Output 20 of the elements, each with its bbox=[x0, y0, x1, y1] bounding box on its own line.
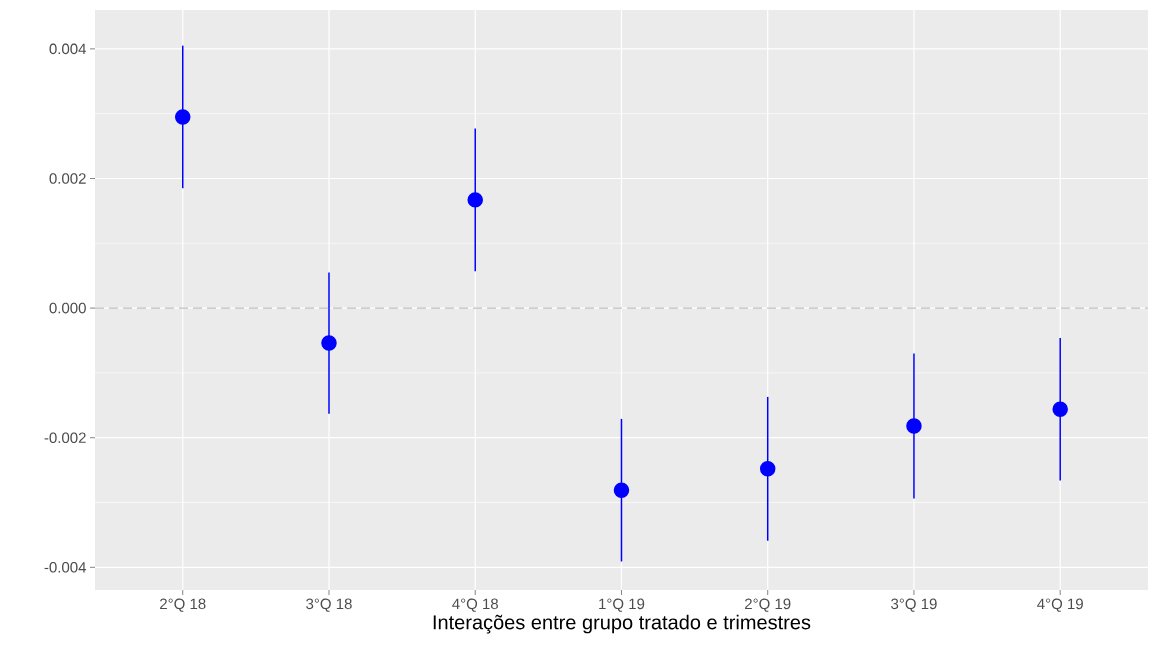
y-tick-label: 0.004 bbox=[49, 43, 87, 55]
x-axis-title: Interações entre grupo tratado e trimestres bbox=[433, 614, 811, 634]
x-tick-label: 2°Q 19 bbox=[745, 598, 791, 612]
point bbox=[321, 335, 337, 351]
x-tick-label: 4°Q 19 bbox=[1037, 598, 1083, 612]
y-tick-label: -0.004 bbox=[44, 562, 87, 573]
point bbox=[175, 109, 191, 125]
x-tick-label: 3°Q 19 bbox=[891, 598, 937, 612]
point bbox=[759, 461, 776, 477]
y-tick-label: 0.002 bbox=[49, 173, 86, 184]
x-tick-label: 4°Q 18 bbox=[452, 598, 498, 612]
y-tick-label: 0.000 bbox=[49, 302, 86, 314]
x-tick-label: 2°Q 18 bbox=[160, 598, 206, 612]
point bbox=[1052, 401, 1068, 417]
x-tick-label: 3°Q 18 bbox=[306, 598, 352, 612]
point bbox=[906, 418, 922, 434]
y-tick-label: -0.002 bbox=[44, 432, 86, 444]
point bbox=[613, 482, 630, 498]
x-tick-label: 1°Q 19 bbox=[599, 598, 645, 612]
point bbox=[467, 192, 483, 208]
